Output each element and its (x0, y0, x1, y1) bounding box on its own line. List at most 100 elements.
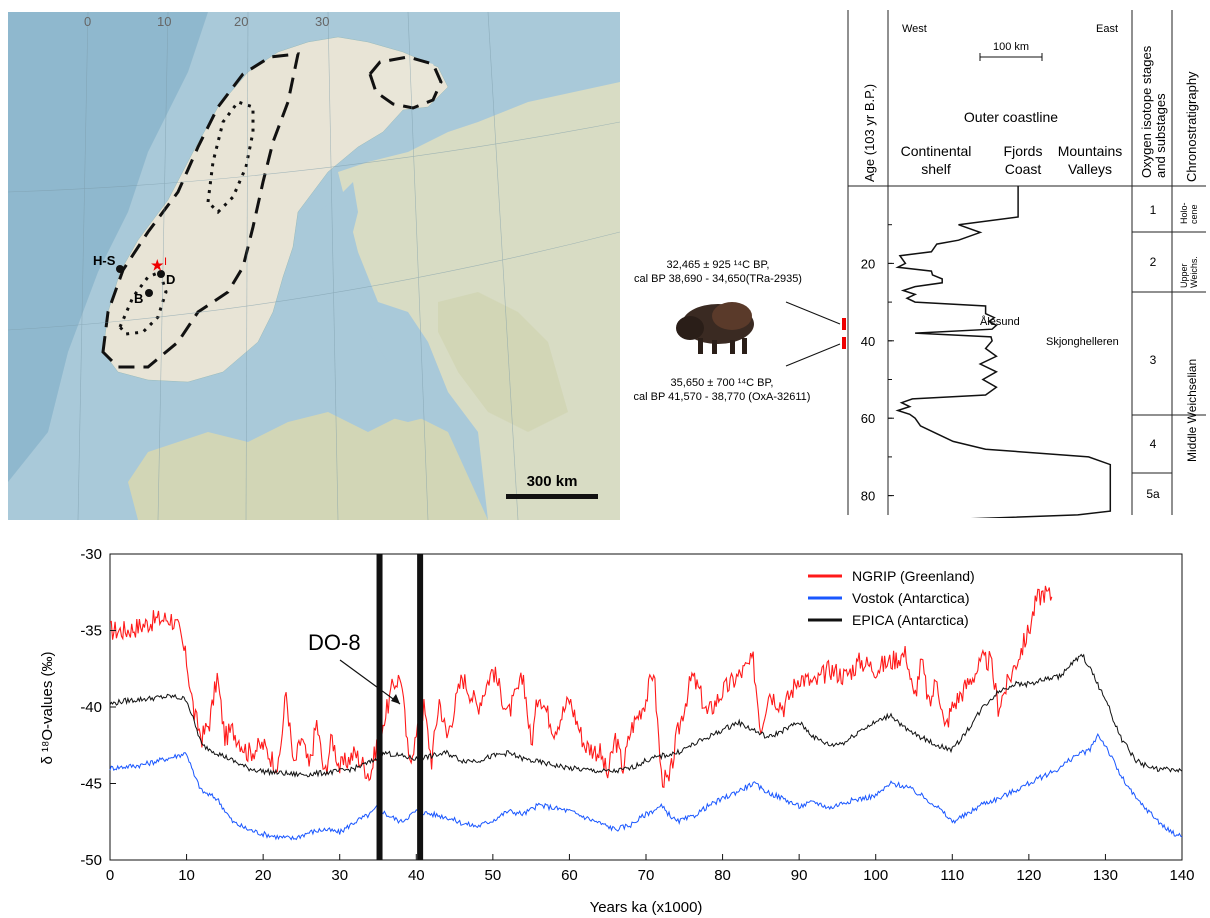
map-land-baltic-states (438, 292, 568, 432)
series-line (109, 653, 1183, 778)
site-label: B (134, 291, 143, 306)
x-tick-label: 60 (561, 867, 578, 884)
arrow-top (785, 301, 841, 325)
site-alesund: Ålesund (980, 315, 1020, 328)
ois-3: 3 (1150, 353, 1157, 367)
x-tick-label: 50 (485, 867, 502, 884)
age-axis: 20 40 60 80 (861, 224, 894, 504)
col-fjords-label: Fjords (1004, 143, 1043, 159)
age-tick-label: 20 (861, 256, 875, 271)
y-tick-label: -30 (80, 546, 102, 563)
outer-coastline-label: Outer coastline (964, 109, 1058, 125)
col-shelf-label: shelf (921, 161, 951, 177)
arrow-bottom (785, 343, 841, 367)
ice-limit-dashed-north (368, 55, 443, 110)
scale-label: 300 km (527, 473, 578, 490)
x-tick-label: 40 (408, 867, 425, 884)
col-mountains-label: Valleys (1068, 161, 1112, 177)
annotation-do8: DO-8 (308, 630, 361, 655)
map-land-norway-sweden (102, 36, 449, 383)
x-tick-label: 80 (714, 867, 731, 884)
lon-tick: 20 (234, 14, 248, 29)
site-label: D (166, 272, 175, 287)
ice-extent-curve (895, 186, 1112, 518)
annotation-arrowhead (391, 694, 400, 704)
age-tick-label: 80 (861, 489, 875, 504)
map-scale-bar: 300 km (506, 473, 598, 499)
ice-limit-dashed (101, 52, 300, 369)
age-header: Age (103 yr B.P.) (862, 84, 877, 182)
ois-5a: 5a (1146, 487, 1160, 501)
x-tick-label: 10 (178, 867, 195, 884)
ice-limit-dotted (206, 100, 255, 215)
map-deep-sea (8, 12, 208, 482)
lon-tick: 30 (315, 14, 329, 29)
chrono-holocene: Holo- (1179, 202, 1189, 224)
lon-tick: 10 (157, 14, 171, 29)
x-tick-label: 0 (106, 867, 114, 884)
date-bottom-line1: 35,650 ± 700 ¹⁴C BP, (671, 377, 774, 389)
ois-header: Oxygen isotope stages (1139, 45, 1154, 178)
series-line (109, 585, 1053, 789)
col-fjords-label: Coast (1005, 161, 1042, 177)
legend: NGRIP (Greenland) Vostok (Antarctica) EPIC… (808, 568, 975, 628)
legend-label: Vostok (Antarctica) (852, 590, 970, 606)
site-i: ★ I (151, 256, 167, 273)
age-tick-label: 40 (861, 334, 875, 349)
site-hs: H-S (93, 253, 124, 273)
site-d: D (157, 270, 175, 287)
scandinavia-map: 0 10 20 30 H-S D B ★ I 300 km (8, 12, 620, 520)
ois-header: and substages (1153, 93, 1168, 178)
x-tick-label: 120 (1016, 867, 1041, 884)
x-tick-label: 140 (1169, 867, 1194, 884)
series-line (109, 732, 1183, 841)
x-tick-label: 30 (331, 867, 348, 884)
date-top-line1: 32,465 ± 925 ¹⁴C BP, (667, 259, 770, 271)
map-baltic-sea (298, 182, 448, 422)
scale-label: 100 km (993, 41, 1029, 53)
map-graticule (8, 12, 620, 520)
chrono-middle: Middle Weichselian (1185, 359, 1199, 462)
site-b: B (134, 289, 153, 306)
annotation-arrow (339, 659, 401, 705)
y-tick-label: -45 (80, 776, 102, 793)
age-tick-label: 60 (861, 411, 875, 426)
musk-ox-icon (676, 302, 754, 354)
plot-frame (109, 553, 1183, 861)
site-skjonghelleren: Skjonghelleren (1046, 336, 1119, 348)
ice-limit-dotted-south (118, 269, 168, 336)
date-top-line2: cal BP 38,690 - 34,650(TRa-2935) (634, 273, 802, 285)
legend-label: EPICA (Antarctica) (852, 612, 969, 628)
y-tick-label: -40 (80, 699, 102, 716)
map-land-europe-south (128, 412, 488, 520)
chrono-upper: Weichs. (1189, 256, 1199, 288)
x-tick-label: 20 (255, 867, 272, 884)
y-axis-label: δ ¹⁸O-values (‰) (39, 651, 56, 764)
date-bottom-line2: cal BP 41,570 - 38,770 (OxA-32611) (634, 391, 811, 403)
isotope-chart: 0 10 20 30 40 50 60 70 80 90 100 110 120 130 140 -30 -35… (39, 546, 1195, 916)
musk-ox-dates: 32,465 ± 925 ¹⁴C BP, cal BP 38,690 - 34,… (634, 259, 841, 403)
chrono-holocene: cene (1189, 204, 1199, 224)
x-tick-label: 70 (638, 867, 655, 884)
col-mountains-label: Mountains (1058, 143, 1123, 159)
x-tick-label: 90 (791, 867, 808, 884)
chrono-upper: Upper (1179, 263, 1189, 288)
time-marker (376, 554, 383, 860)
ois-1: 1 (1150, 203, 1157, 217)
site-label: I (164, 256, 167, 268)
date-marker-top (842, 318, 846, 330)
site-label: H-S (93, 253, 116, 268)
y-tick-label: -50 (80, 852, 102, 869)
x-tick-label: 130 (1093, 867, 1118, 884)
x-axis-label: Years ka (x1000) (590, 899, 703, 916)
strat-scale-bar: 100 km (979, 41, 1043, 61)
x-tick-label: 110 (940, 867, 964, 884)
col-shelf-label: Continental (901, 143, 972, 159)
legend-label: NGRIP (Greenland) (852, 568, 975, 584)
time-marker (417, 554, 424, 860)
lon-tick: 0 (84, 14, 91, 29)
west-label: West (902, 23, 927, 35)
x-tick-label: 100 (863, 867, 888, 884)
ois-2: 2 (1150, 255, 1157, 269)
stratigraphy-panel: Age (103 yr B.P.) West East 100 km Outer… (842, 10, 1206, 518)
